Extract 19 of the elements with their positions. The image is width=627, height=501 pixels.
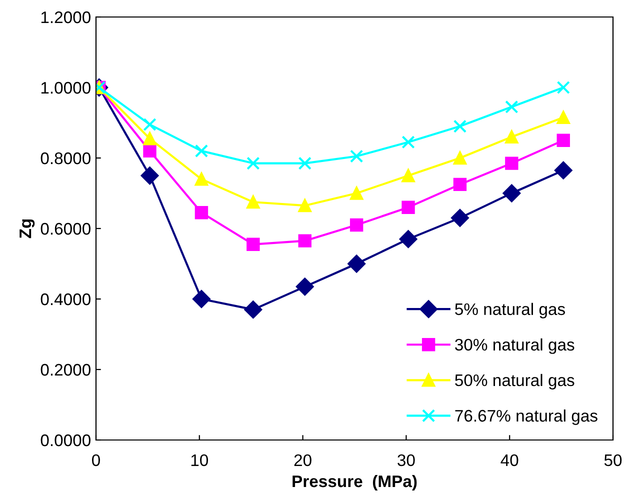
- y-tick-label: 1.0000: [41, 82, 90, 94]
- y-tick-label: 0.0000: [40, 434, 90, 446]
- y-tick-label: 0.2000: [40, 364, 90, 376]
- x-tick-label: 20: [294, 454, 312, 466]
- y-tick-label: 1.2000: [41, 11, 90, 24]
- y-axis-title: Zg: [20, 219, 35, 238]
- x-tick-label: 40: [500, 454, 518, 466]
- x-tick-label: 0: [92, 454, 100, 466]
- y-tick-label: 0.8000: [40, 152, 90, 164]
- x-tick-label: 50: [604, 454, 622, 466]
- legend-label: 5% natural gas: [455, 302, 565, 318]
- x-tick-label: 10: [191, 454, 208, 466]
- legend-label: 30% natural gas: [455, 338, 574, 354]
- x-tick-label: 30: [398, 454, 415, 466]
- legend-label: 76.67% natural gas: [455, 409, 598, 425]
- y-tick-label: 0.6000: [40, 222, 90, 235]
- y-tick-label: 0.4000: [40, 293, 90, 306]
- legend-label: 50% natural gas: [455, 374, 574, 390]
- x-axis-title: Pressure (MPa): [292, 474, 417, 491]
